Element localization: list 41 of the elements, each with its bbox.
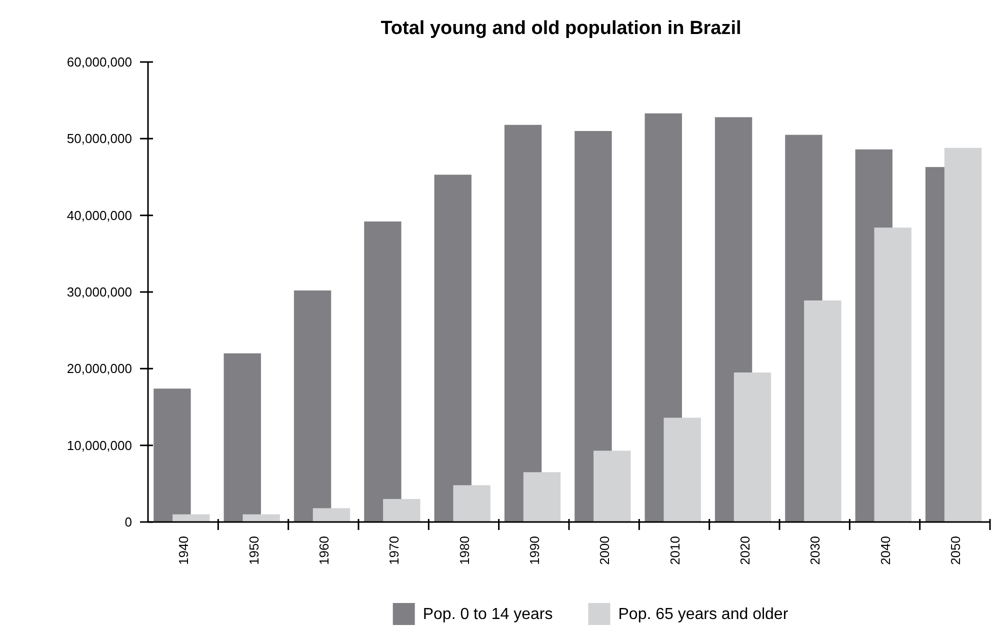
- bar: [172, 514, 210, 522]
- x-tick-label: 2000: [597, 536, 612, 565]
- bar: [294, 290, 332, 522]
- bar: [383, 499, 420, 522]
- bar: [154, 388, 191, 522]
- bar: [734, 372, 772, 522]
- chart-title: Total young and old population in Brazil: [380, 18, 742, 39]
- y-tick-label: 0: [124, 514, 132, 530]
- bar: [594, 450, 631, 522]
- bar: [224, 353, 261, 522]
- x-tick-label: 1970: [386, 536, 402, 565]
- x-tick-label: 1990: [526, 536, 542, 565]
- x-tick-label: 2050: [948, 536, 963, 565]
- x-tick-label: 1950: [246, 536, 262, 565]
- bar: [523, 472, 561, 522]
- x-tick-label: 1960: [316, 536, 332, 565]
- bar: [364, 221, 402, 522]
- bar: [804, 300, 842, 522]
- y-tick-label: 20,000,000: [66, 361, 132, 376]
- legend-label: Pop. 65 years and older: [618, 606, 789, 623]
- x-tick-label: 2040: [878, 536, 893, 565]
- bar: [453, 485, 490, 522]
- legend-label: Pop. 0 to 14 years: [422, 606, 553, 623]
- x-tick-label: 2010: [667, 536, 682, 565]
- bar: [504, 124, 542, 522]
- bar: [944, 148, 982, 522]
- bar: [874, 228, 912, 522]
- bar: [664, 418, 701, 522]
- x-tick-label: 2030: [808, 536, 823, 565]
- x-tick-label: 2020: [737, 536, 752, 565]
- bar: [434, 174, 472, 522]
- x-tick-label: 1940: [176, 536, 192, 565]
- y-tick-label: 50,000,000: [66, 131, 132, 146]
- y-tick-label: 10,000,000: [66, 438, 132, 453]
- y-tick-label: 30,000,000: [66, 284, 132, 300]
- x-tick-label: 1980: [456, 536, 472, 565]
- y-tick-label: 40,000,000: [66, 208, 132, 223]
- y-tick-label: 60,000,000: [66, 54, 132, 70]
- bar: [312, 508, 350, 522]
- bar: [242, 514, 280, 522]
- bar: [574, 131, 612, 522]
